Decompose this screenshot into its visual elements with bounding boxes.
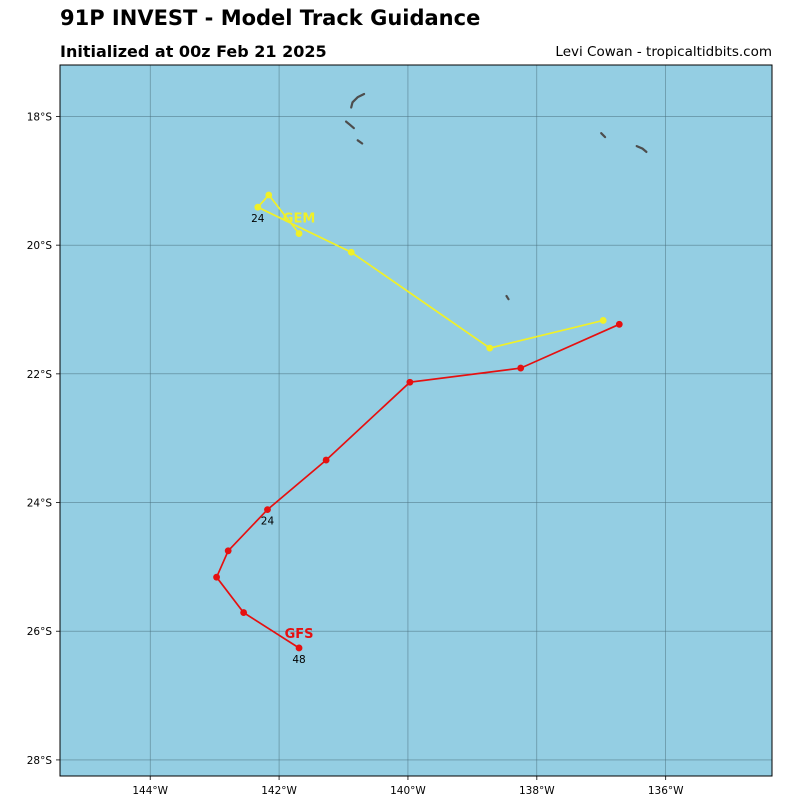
island-atoll (345, 120, 355, 130)
forecast-hour-label: 48 (292, 654, 305, 666)
x-tick-label: 142°W (261, 785, 297, 797)
gfs-track-point (224, 547, 232, 555)
cmc-track-point (295, 230, 303, 237)
init-time-subtitle: Initialized at 00z Feb 21 2025 (60, 42, 327, 61)
gfs-track: 24 48 GFS (213, 320, 623, 666)
cmc-track-point (265, 191, 273, 199)
forecast-hour-label: 24 (261, 516, 275, 528)
x-tick-label: 136°W (648, 785, 684, 797)
graticule (60, 65, 772, 776)
cmc-track-point (486, 344, 494, 352)
cmc-model-label: GEM (283, 212, 316, 227)
map-frame (59, 64, 773, 777)
axis-ticks: 144°W 142°W 140°W 138°W 136°W 18°S 20°S 22°S 24°… (27, 111, 684, 797)
island-atoll (635, 145, 648, 153)
island-atoll (350, 92, 366, 109)
ocean-background (60, 65, 772, 776)
page-title: 91P INVEST - Model Track Guidance (60, 6, 481, 30)
y-tick-label: 24°S (27, 498, 53, 510)
island-atoll (600, 132, 607, 139)
y-tick-label: 18°S (27, 111, 53, 123)
cmc-track: 24 GEM (251, 191, 607, 352)
island-atoll (505, 294, 510, 301)
y-tick-label: 20°S (27, 240, 53, 252)
cmc-track-point (254, 203, 262, 211)
author-credit: Levi Cowan - tropicaltidbits.com (555, 44, 772, 60)
gfs-track-point (213, 573, 220, 581)
gfs-track-point (295, 644, 303, 652)
cmc-track-point (347, 248, 355, 256)
gfs-track-point (322, 456, 330, 464)
gfs-track-point (517, 364, 525, 372)
y-tick-label: 22°S (27, 369, 53, 381)
model-tracks: 24 GEM 24 48 GFS (213, 191, 623, 666)
gfs-model-label: GFS (285, 627, 314, 642)
y-tick-label: 26°S (27, 626, 53, 638)
x-tick-label: 138°W (519, 785, 555, 797)
gfs-track-point (406, 378, 414, 386)
x-tick-label: 144°W (132, 785, 168, 797)
islands (345, 92, 648, 301)
cmc-track-line (256, 193, 604, 350)
gfs-track-point (615, 320, 623, 328)
y-tick-label: 28°S (27, 755, 53, 767)
island-atoll (356, 139, 364, 145)
cmc-track-point (599, 317, 607, 324)
x-tick-label: 140°W (390, 785, 426, 797)
forecast-hour-label: 24 (251, 213, 265, 225)
gfs-track-point (240, 609, 248, 616)
gfs-track-point (264, 506, 271, 514)
